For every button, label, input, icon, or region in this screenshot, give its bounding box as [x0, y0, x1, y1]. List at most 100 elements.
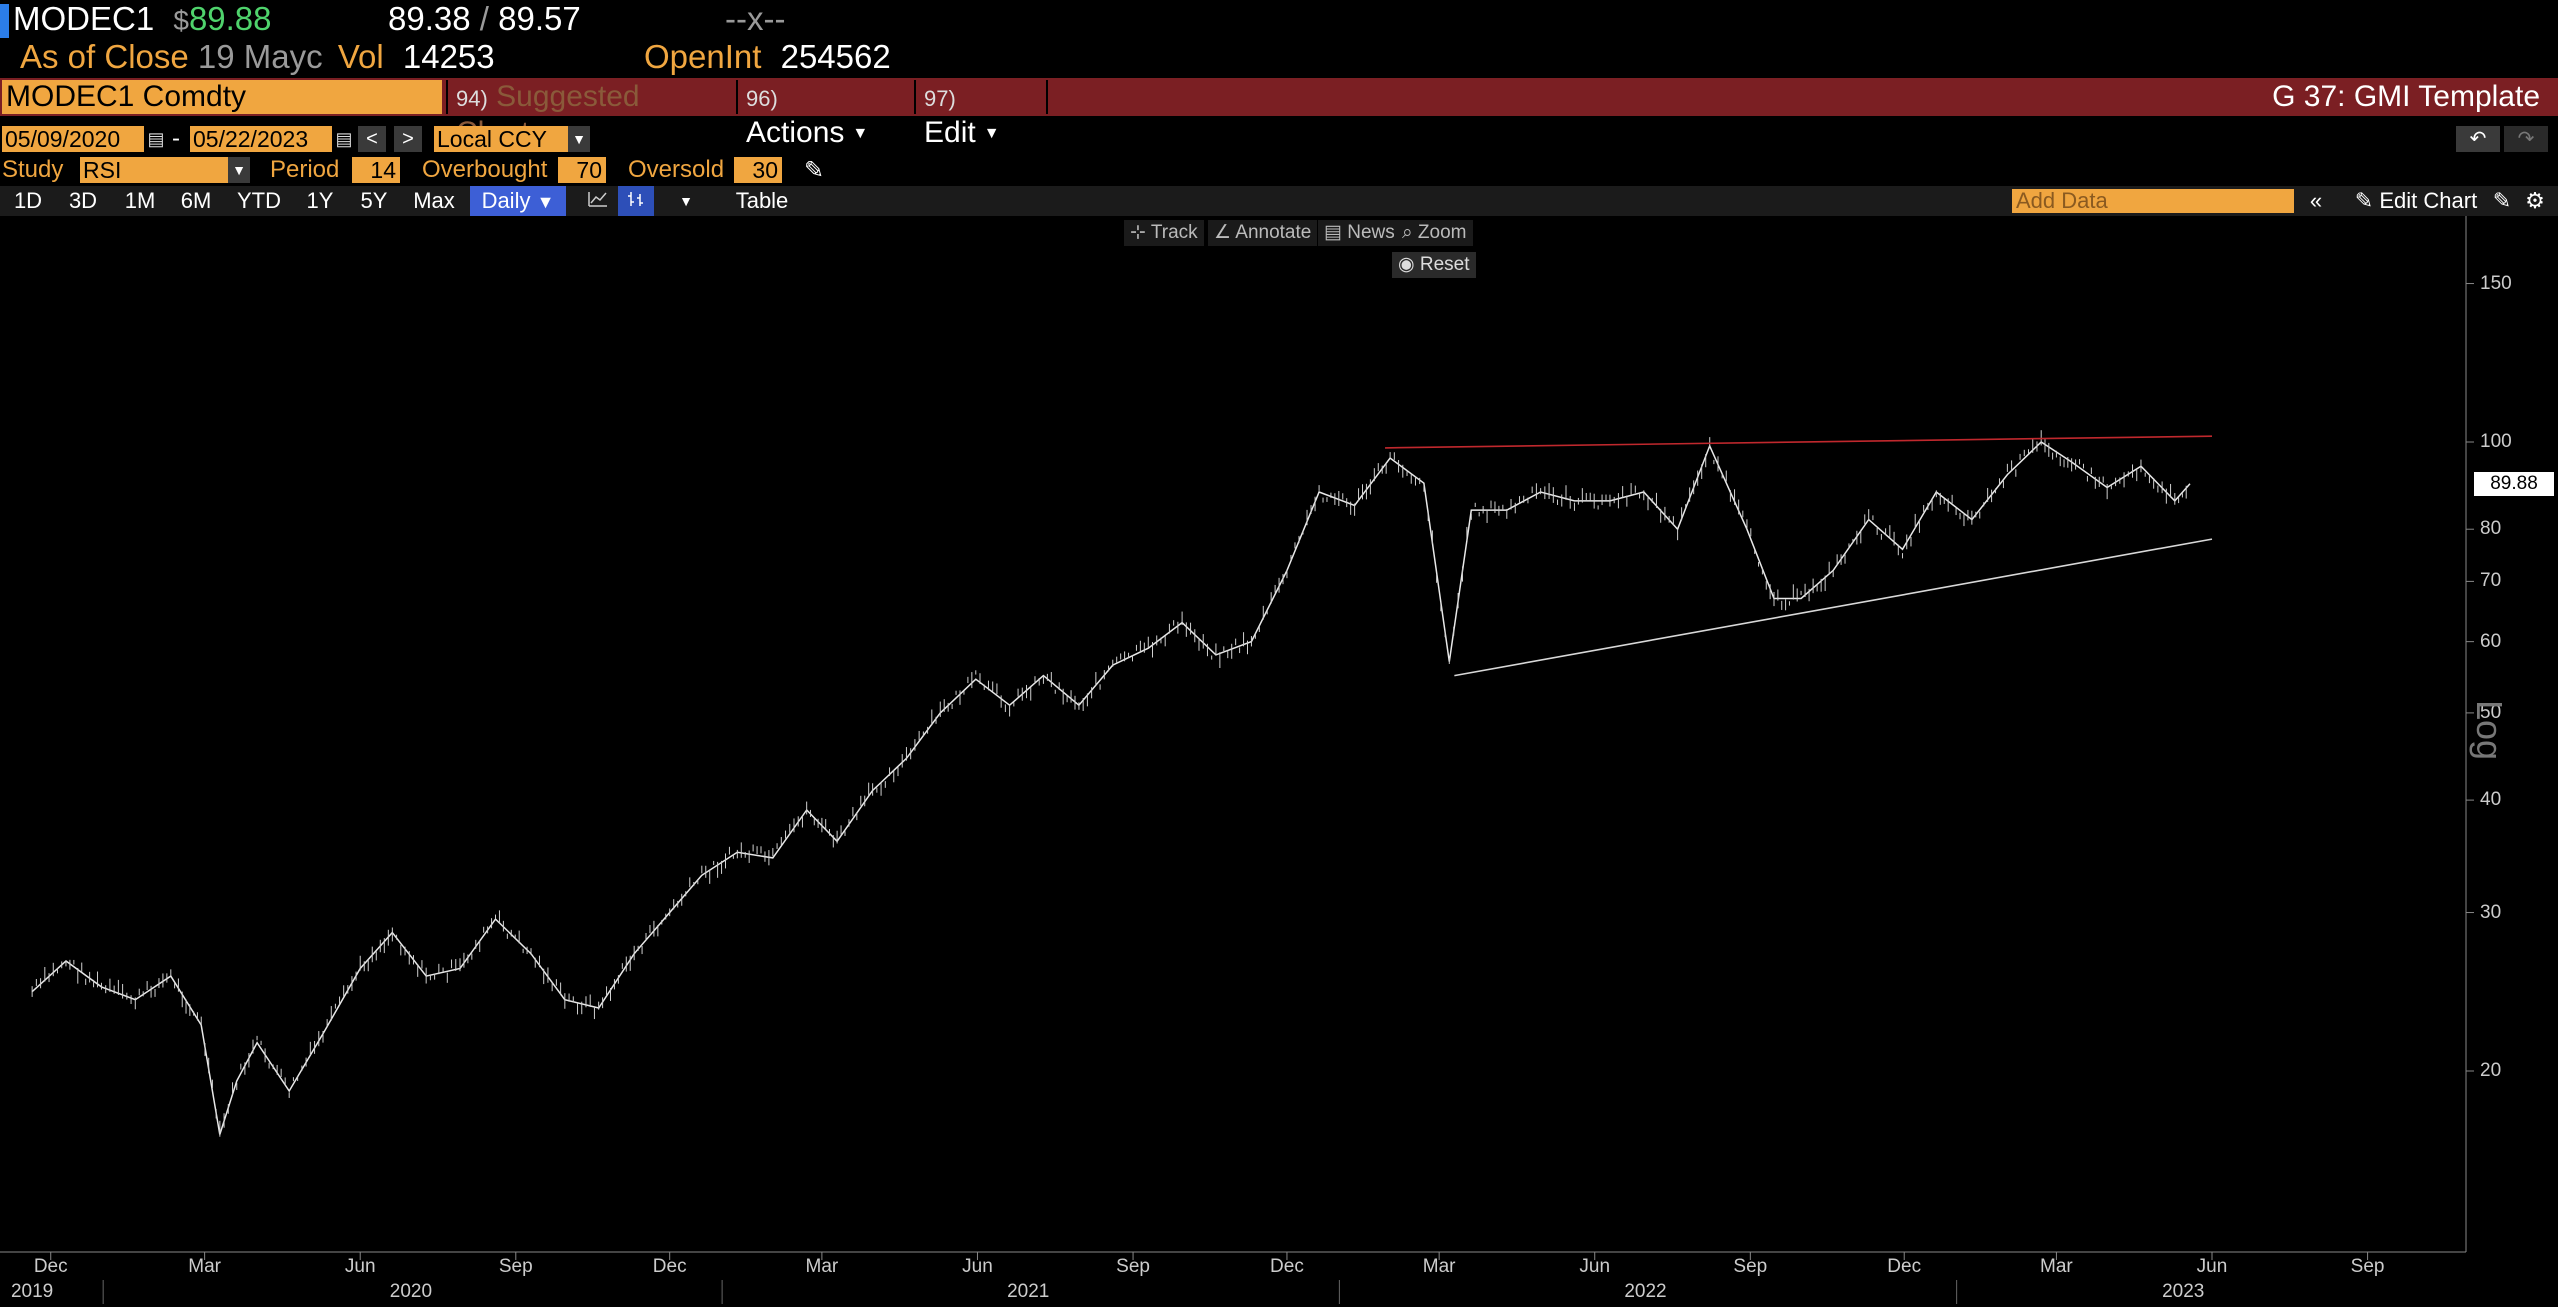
next-range-button[interactable]: > — [394, 126, 422, 152]
table-button[interactable]: Table — [735, 188, 789, 213]
open-interest: OpenInt 254562 — [644, 38, 891, 76]
x-month-label: Sep — [1733, 1256, 1768, 1277]
y-tick-label: 50 — [2480, 701, 2502, 723]
x-year-label: 2020 — [389, 1281, 433, 1302]
ask-price: 89.57 — [498, 0, 581, 37]
open-interest-value: 254562 — [780, 38, 891, 75]
period-3d[interactable]: 3D — [68, 188, 98, 213]
track-label: Track — [1150, 222, 1198, 243]
x-month-label: Sep — [1116, 1256, 1150, 1277]
edit-chart-button[interactable]: ✎ Edit Chart — [2342, 186, 2490, 216]
resistance-trendline — [1385, 435, 2213, 449]
line-chart-icon[interactable] — [580, 186, 616, 216]
period-1y[interactable]: 1Y — [306, 188, 334, 213]
undo-icon[interactable]: ↶ — [2456, 126, 2500, 152]
previous-range-button[interactable]: < — [358, 126, 386, 152]
ticker: MODEC1 — [13, 0, 155, 37]
oversold-input[interactable]: 30 — [734, 157, 782, 183]
period-1d[interactable]: 1D — [13, 188, 43, 213]
double-chevron-left-icon[interactable]: « — [2309, 188, 2323, 213]
x-month-label: Jun — [962, 1256, 993, 1277]
suggested-charts-number: 94) — [456, 86, 488, 111]
suggested-charts-button[interactable]: 94) Suggested Charts — [446, 80, 734, 149]
chevron-down-icon[interactable]: ▼ — [228, 157, 250, 183]
edit-menu[interactable]: 97) Edit ▼ — [914, 80, 1044, 149]
bar-chart-icon[interactable] — [618, 186, 654, 216]
pencil-icon[interactable]: ✎ — [804, 157, 825, 184]
reset-button[interactable]: ◉ Reset — [1392, 252, 1476, 278]
study-select[interactable]: RSI — [80, 157, 228, 183]
calendar-icon[interactable]: ▤ — [335, 129, 353, 149]
calendar-icon[interactable]: ▤ — [147, 129, 165, 149]
y-tick-label: 20 — [2480, 1060, 2502, 1081]
x-month-label: Jun — [344, 1256, 376, 1277]
price-chart[interactable] — [0, 216, 2558, 1307]
currency-symbol: $ — [173, 5, 189, 36]
open-interest-label: OpenInt — [644, 38, 762, 75]
log-scale-label: Log — [2469, 700, 2510, 761]
template-name[interactable]: G 37: GMI Template — [2272, 80, 2540, 113]
end-date-input[interactable]: 05/22/2023 — [190, 126, 332, 152]
price-series-line — [31, 441, 2191, 1135]
date-range-separator: - — [172, 125, 180, 152]
x-month-label: Jun — [1579, 1256, 1611, 1277]
x-month-label: Jun — [2196, 1256, 2228, 1277]
period-input[interactable]: 14 — [352, 157, 400, 183]
x-year-label: 2021 — [1007, 1281, 1050, 1302]
period-1m[interactable]: 1M — [124, 188, 156, 213]
overbought-label: Overbought — [422, 156, 548, 183]
edit-number: 97) — [924, 86, 956, 111]
chevron-down-icon: ▼ — [983, 125, 1000, 143]
add-data-input[interactable]: Add Data — [2012, 189, 2294, 213]
zoom-tool[interactable]: ⌕ Zoom — [1396, 220, 1473, 246]
currency-select[interactable]: Local CCY — [434, 126, 568, 152]
news-tool[interactable]: ▤ News — [1318, 220, 1401, 246]
x-month-label: Mar — [2040, 1256, 2073, 1277]
bid-ask: 89.38 / 89.57 — [388, 0, 581, 38]
period-5y[interactable]: 5Y — [360, 188, 388, 213]
redo-icon[interactable]: ↷ — [2504, 126, 2548, 152]
y-tick-label: 40 — [2480, 789, 2502, 811]
track-tool[interactable]: ⊹ Track — [1124, 220, 1204, 246]
chevron-down-icon[interactable]: ▼ — [679, 193, 693, 209]
header-line-2: As of Close 19 Mayc Vol 14253 — [20, 38, 495, 76]
bid-price: 89.38 — [388, 0, 471, 37]
frequency-select[interactable]: Daily ▼ — [470, 186, 566, 216]
period-6m[interactable]: 6M — [180, 188, 212, 213]
news-icon: ▤ — [1324, 222, 1342, 243]
period-ytd[interactable]: YTD — [237, 188, 281, 213]
actions-menu[interactable]: 96) Actions ▼ — [736, 80, 912, 149]
volume-label: Vol — [337, 38, 384, 75]
period-max[interactable]: Max — [413, 188, 455, 213]
x-month-label: Sep — [2350, 1256, 2385, 1277]
annotate-tool[interactable]: ∠ Annotate — [1208, 220, 1318, 246]
bid-ask-separator: / — [479, 0, 489, 37]
start-date-input[interactable]: 05/09/2020 — [2, 126, 144, 152]
oversold-label: Oversold — [628, 156, 725, 183]
pencil-icon: ✎ — [2354, 188, 2374, 213]
edit-style-icon[interactable]: ✎ — [2492, 188, 2512, 213]
x-month-label: Mar — [188, 1256, 221, 1277]
y-tick-label: 60 — [2480, 630, 2502, 652]
x-month-label: Dec — [652, 1256, 687, 1277]
period-label: Period — [270, 156, 340, 183]
x-month-label: Mar — [1422, 1256, 1456, 1277]
as-of-label: As of Close — [20, 38, 189, 75]
volume-value: 14253 — [402, 38, 495, 75]
x-year-label: 2022 — [1624, 1281, 1667, 1302]
zoom-label: Zoom — [1417, 222, 1467, 243]
security-input[interactable]: MODEC1 Comdty — [2, 80, 442, 114]
chevron-down-icon: ▼ — [852, 125, 869, 143]
reset-icon: ◉ — [1398, 254, 1415, 275]
chevron-down-icon[interactable]: ▼ — [568, 126, 590, 152]
news-label: News — [1347, 222, 1395, 243]
overbought-input[interactable]: 70 — [558, 157, 606, 183]
security-flag — [0, 4, 9, 38]
annotate-icon: ∠ — [1214, 222, 1232, 243]
last-price: 89.88 — [188, 0, 272, 37]
y-tick-label: 80 — [2480, 518, 2502, 540]
x-month-label: Dec — [1270, 1256, 1304, 1277]
gear-icon[interactable]: ⚙ — [2525, 188, 2545, 213]
x-year-label: 2023 — [2162, 1281, 2205, 1302]
price-change: --x-- — [725, 0, 786, 37]
